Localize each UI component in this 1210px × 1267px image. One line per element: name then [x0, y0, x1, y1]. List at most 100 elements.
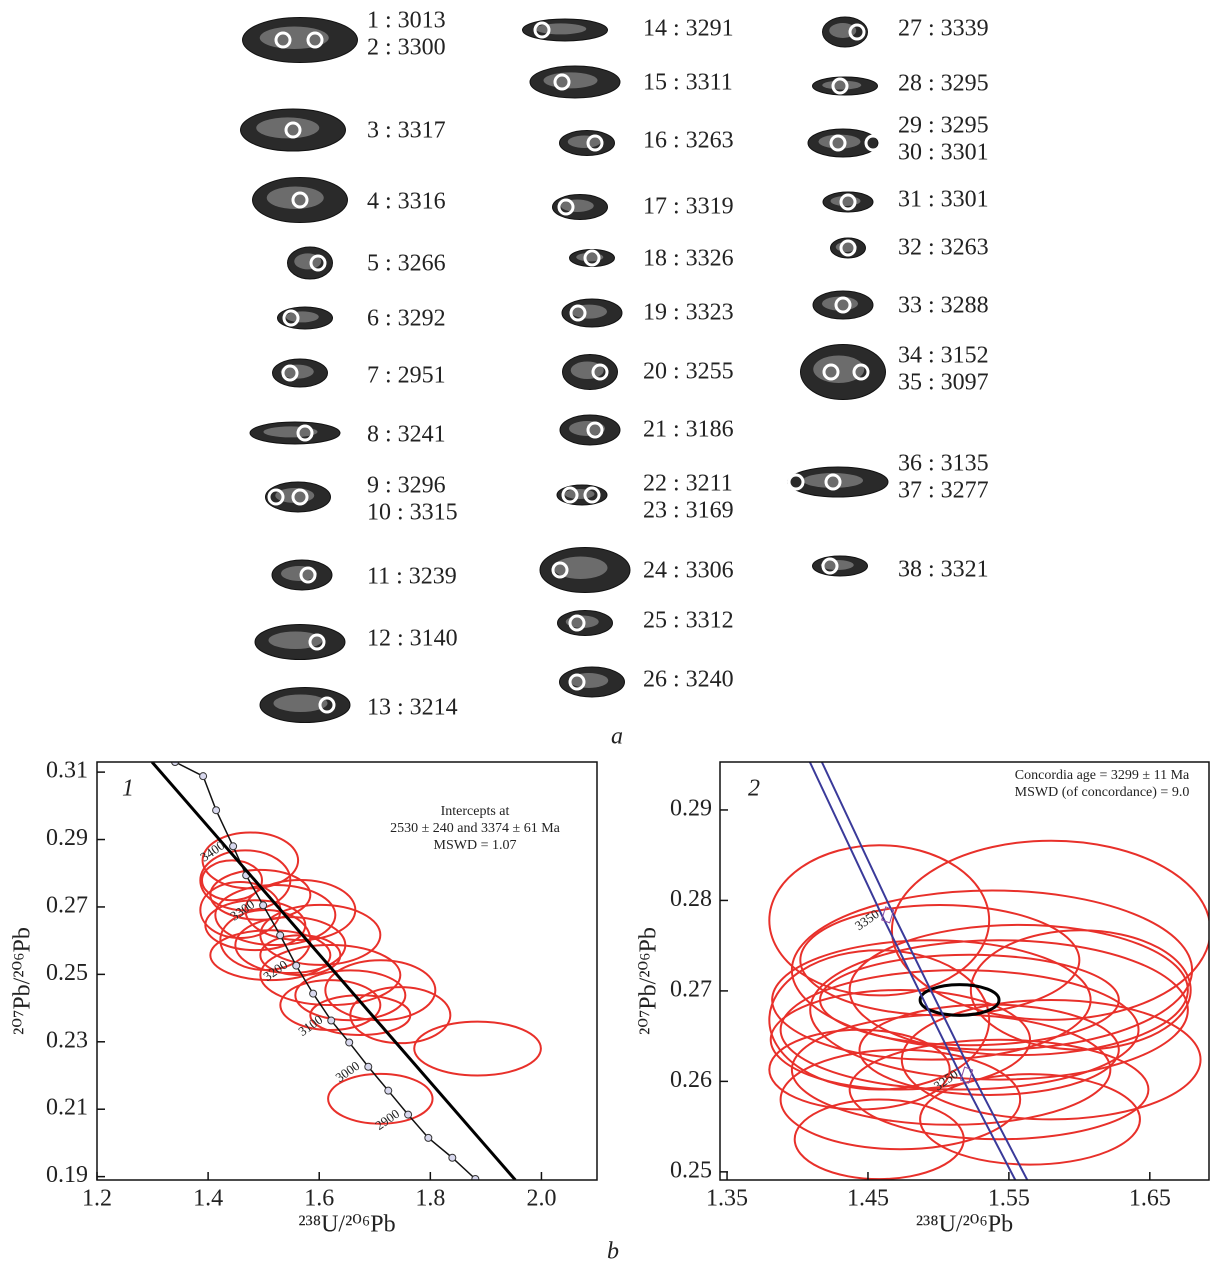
grain-highlight [273, 694, 328, 712]
spot [568, 673, 586, 691]
grain [830, 237, 866, 259]
grain-highlight [567, 135, 601, 148]
grain-label: 36 : 3135 [898, 451, 989, 477]
panel-a-label: a [611, 724, 623, 750]
spot [291, 191, 309, 209]
spot [284, 121, 302, 139]
spot [829, 134, 847, 152]
plot-area [768, 762, 1209, 1180]
spot [553, 73, 571, 91]
age-label: 3000 [332, 1058, 362, 1085]
concordia-point [199, 772, 208, 781]
error-ellipse [209, 868, 312, 921]
error-ellipse [324, 959, 437, 1022]
plot-frame [96, 761, 598, 1181]
age-label: 2900 [372, 1106, 402, 1133]
grain-label: 14 : 3291 [643, 16, 734, 42]
error-ellipse [969, 929, 1192, 1051]
spot [533, 21, 551, 39]
grain-highlight [543, 72, 598, 89]
grain-label: 27 : 3339 [898, 16, 989, 42]
grain [249, 421, 341, 445]
spot [306, 31, 324, 49]
grain [254, 624, 346, 660]
error-ellipse [919, 1073, 1141, 1166]
grain [569, 249, 615, 267]
annotation: 2530 ± 240 and 3374 ± 61 Ma [390, 821, 561, 836]
spot [568, 614, 586, 632]
error-ellipse [848, 923, 1189, 1057]
spot [274, 31, 292, 49]
error-ellipse [309, 994, 412, 1037]
error-ellipse [900, 998, 1202, 1121]
grain-label: 23 : 3169 [643, 498, 734, 524]
grain-label: 26 : 3240 [643, 667, 734, 693]
grain-label: 11 : 3239 [367, 564, 457, 590]
y-tick-label: 0.25 [46, 960, 88, 986]
grain [522, 18, 608, 42]
y-axis-title: ²⁰⁷Pb/²⁰⁶Pb [10, 927, 36, 1035]
grain-highlight [564, 489, 595, 499]
grain [561, 298, 623, 328]
spot [852, 363, 870, 381]
y-tick-label: 0.25 [670, 1157, 712, 1183]
spot [561, 486, 579, 504]
grain-label: 25 : 3312 [643, 608, 734, 634]
grain-label: 3 : 3317 [367, 118, 446, 144]
grain-label: 1 : 3013 [367, 8, 446, 34]
error-ellipse [279, 979, 382, 1031]
concordia-band-edge [808, 762, 1017, 1180]
grain-label: 34 : 3152 [898, 343, 989, 369]
grain [822, 191, 874, 213]
y-tick-label: 0.29 [46, 825, 88, 851]
spot [864, 134, 882, 152]
grain-highlight [818, 134, 861, 149]
x-tick-label: 1.4 [193, 1186, 223, 1212]
x-tick-label: 1.45 [847, 1186, 889, 1212]
grain-label: 22 : 3211 [643, 471, 733, 497]
concordia-point [309, 989, 318, 998]
grain-label: 32 : 3263 [898, 235, 989, 261]
grain [812, 76, 878, 96]
x-tick-label: 1.8 [415, 1186, 445, 1212]
y-tick-label: 0.27 [46, 892, 88, 918]
error-ellipse [768, 1028, 951, 1111]
spot [787, 473, 805, 491]
grain [562, 354, 618, 390]
concordia-point [327, 1016, 336, 1025]
error-ellipse [809, 939, 1189, 1081]
grain-highlight [565, 615, 599, 628]
grain-highlight [822, 80, 862, 90]
grain [271, 559, 333, 591]
error-ellipse [779, 1048, 1022, 1151]
error-ellipse [259, 944, 402, 1007]
spot [318, 696, 336, 714]
grain-label: 16 : 3263 [643, 128, 734, 154]
spot [281, 364, 299, 382]
spot [551, 561, 569, 579]
y-axis-title: ²⁰⁷Pb/²⁰⁶Pb [636, 927, 662, 1035]
concordia-point [276, 931, 285, 940]
error-ellipse [848, 1038, 1150, 1141]
concordia-band-edge [820, 762, 1029, 1180]
spot [586, 134, 604, 152]
grain-label: 30 : 3301 [898, 140, 989, 166]
grain-highlight [281, 566, 317, 581]
grain-highlight [803, 473, 863, 488]
grain-label: 5 : 3266 [367, 251, 446, 277]
error-ellipse [890, 839, 1209, 1021]
y-tick-label: 0.26 [670, 1067, 712, 1093]
line [150, 762, 517, 1180]
grain [259, 687, 351, 723]
grain-highlight [535, 23, 587, 35]
annotation: Intercepts at [441, 804, 510, 819]
spot [848, 23, 866, 41]
x-tick-label: 1.55 [988, 1186, 1030, 1212]
grain-label: 29 : 3295 [898, 113, 989, 139]
grain-highlight [263, 426, 318, 438]
grain-label: 8 : 3241 [367, 422, 446, 448]
plot-frame [719, 761, 1210, 1181]
spot [839, 193, 857, 211]
grain-highlight [571, 304, 607, 319]
